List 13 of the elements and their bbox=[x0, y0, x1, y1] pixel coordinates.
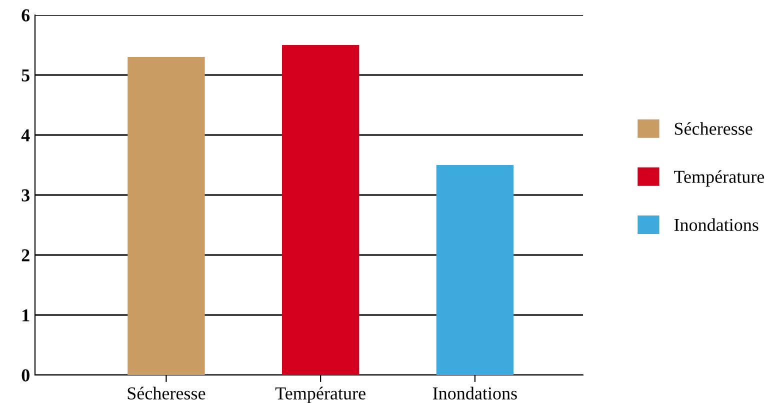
x-tick-label: Température bbox=[275, 386, 366, 403]
y-tick-label: 6 bbox=[22, 9, 30, 22]
y-tick-label: 0 bbox=[22, 369, 30, 382]
y-tick-label: 4 bbox=[21, 129, 30, 142]
x-tick-label: Sécheresse bbox=[128, 386, 206, 400]
legend-label: Inondations bbox=[674, 218, 758, 232]
y-tick-label: 5 bbox=[22, 69, 30, 82]
y-tick-label: 1 bbox=[22, 309, 30, 322]
legend-label: Température bbox=[674, 170, 764, 187]
x-tick-label: Inondations bbox=[432, 386, 517, 400]
y-tick-label: 3 bbox=[22, 189, 30, 202]
legend-label: Sécheresse bbox=[674, 122, 752, 135]
y-tick-label: 2 bbox=[22, 249, 30, 262]
